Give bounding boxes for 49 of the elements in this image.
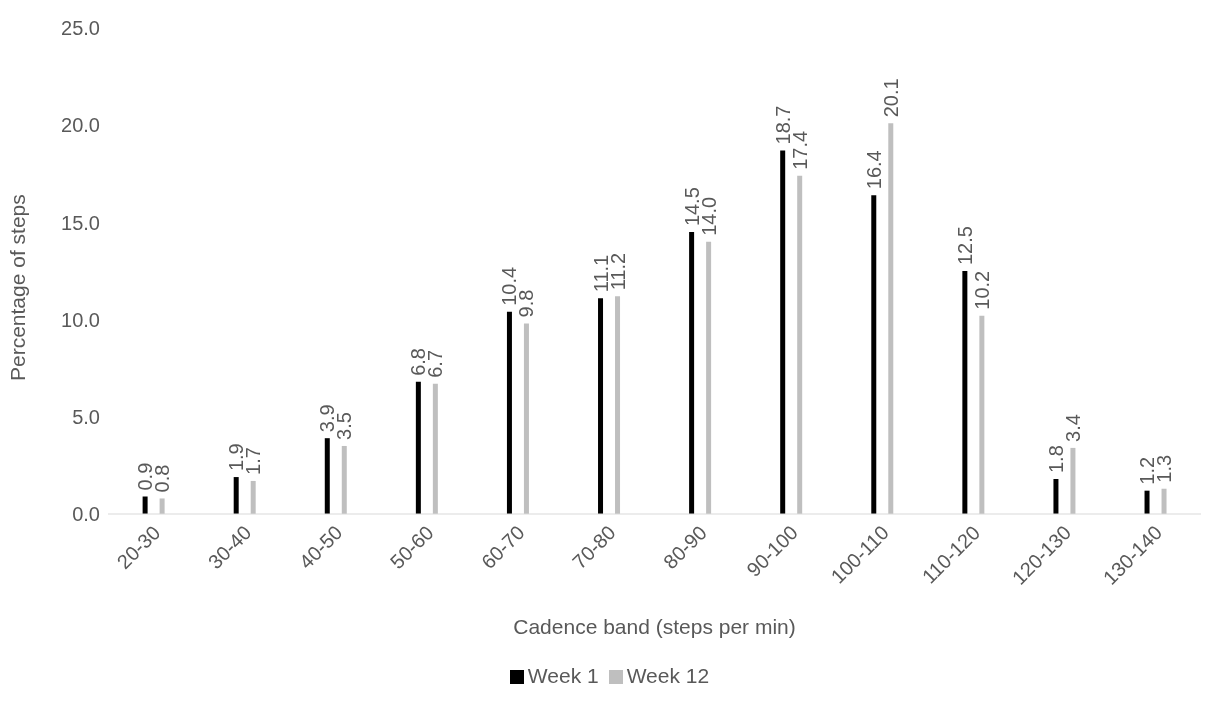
bar (888, 123, 894, 514)
bar (1144, 490, 1150, 514)
data-label: 0.8 (151, 464, 174, 493)
bar (142, 496, 148, 514)
data-label: 9.8 (515, 289, 538, 318)
bar (615, 296, 621, 514)
legend-label: Week 12 (626, 664, 710, 687)
bar (797, 175, 803, 514)
y-tick-label: 25.0 (61, 17, 100, 40)
y-axis-title: Percentage of steps (6, 194, 30, 381)
legend-label: Week 1 (527, 664, 599, 687)
bar (415, 381, 421, 514)
bar (1053, 479, 1059, 514)
y-tick-label: 10.0 (61, 308, 100, 331)
data-label: 16.4 (862, 150, 885, 190)
bar (1161, 488, 1167, 514)
bar (506, 311, 512, 514)
y-tick-label: 5.0 (72, 405, 100, 428)
bar (324, 438, 330, 514)
data-label: 1.8 (1044, 445, 1067, 474)
bar (598, 298, 604, 514)
bar (706, 241, 712, 514)
bar (871, 195, 877, 514)
bar (432, 383, 438, 514)
data-label: 12.5 (953, 226, 976, 265)
data-label: 6.7 (424, 349, 447, 378)
bar (979, 315, 985, 514)
bar (523, 323, 529, 514)
y-tick-label: 0.0 (72, 503, 100, 526)
data-label: 3.5 (333, 412, 356, 440)
data-label: 18.7 (771, 105, 794, 145)
data-label: 11.1 (589, 254, 612, 293)
data-label: 1.3 (1153, 454, 1176, 483)
data-label: 14.5 (680, 187, 703, 227)
y-tick-label: 20.0 (61, 114, 100, 137)
bar (233, 477, 239, 514)
data-label: 10.2 (970, 270, 993, 310)
data-label: 20.1 (879, 78, 902, 118)
bar (341, 445, 347, 514)
bar (689, 232, 695, 514)
bar (780, 150, 786, 514)
x-axis-title: Cadence band (steps per min) (513, 615, 796, 638)
bar (962, 271, 968, 514)
data-label: 1.7 (242, 447, 265, 475)
data-label: 3.4 (1061, 414, 1084, 442)
bar (250, 480, 256, 514)
y-tick-label: 15.0 (61, 211, 100, 234)
bar (1070, 447, 1076, 514)
bar (159, 498, 165, 514)
